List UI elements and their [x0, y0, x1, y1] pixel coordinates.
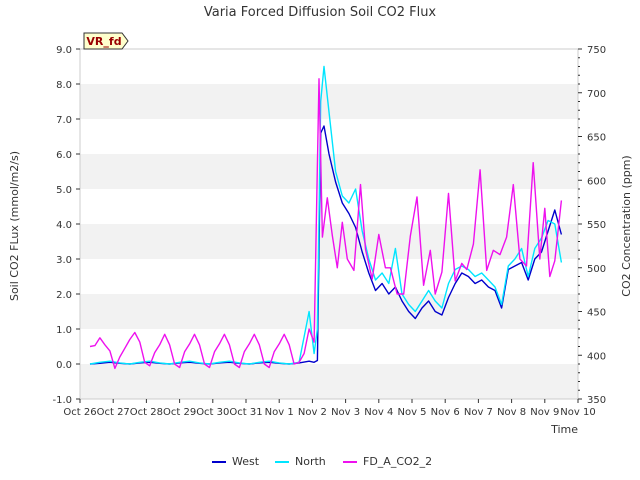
x-tick-label: Oct 28	[130, 407, 163, 418]
badge-label: VR_fd	[86, 35, 121, 48]
grid-band	[80, 49, 578, 84]
chart-title: Varia Forced Diffusion Soil CO2 Flux	[204, 5, 437, 20]
x-axis-ticks: Oct 26 Oct 27 Oct 28 Oct 29 Oct 30 Oct 31 Nov …	[63, 399, 596, 418]
y-tick-label: 6.0	[56, 150, 72, 161]
legend-label: FD_A_CO2_2	[363, 455, 432, 468]
x-tick-label: Nov 10	[560, 407, 595, 418]
y2-tick-label: 550	[587, 220, 606, 231]
x-tick-label: Nov 2	[298, 407, 327, 418]
series-line-west	[89, 125, 563, 365]
grid-bands	[80, 49, 578, 399]
y-tick-label: 7.0	[56, 115, 72, 126]
y-tick-label: 9.0	[56, 45, 72, 56]
y2-tick-label: 400	[587, 351, 606, 362]
y-tick-label: 0.0	[56, 360, 72, 371]
legend-label: North	[295, 455, 326, 468]
y2-tick-label: 450	[587, 308, 606, 319]
y2-axis-ticks: 350 400 450 500 550 600 650 700 750	[578, 45, 606, 406]
y2-tick-label: 650	[587, 133, 606, 144]
x-tick-label: Nov 4	[364, 407, 393, 418]
series-line-north	[89, 65, 563, 365]
badge: VR_fd	[83, 32, 129, 50]
x-tick-label: Oct 27	[97, 407, 130, 418]
y-axis-label: Soil CO2 FLux (mmol/m2/s)	[8, 151, 21, 301]
legend-label: West	[232, 455, 260, 468]
x-tick-label: Nov 3	[331, 407, 360, 418]
y-tick-label: 1.0	[56, 325, 72, 336]
y-tick-label: -1.0	[52, 395, 72, 406]
y2-tick-label: 700	[587, 89, 606, 100]
y2-tick-label: 600	[587, 176, 606, 187]
x-axis-label: Time	[550, 423, 578, 436]
x-tick-label: Oct 29	[163, 407, 196, 418]
x-tick-label: Nov 5	[397, 407, 426, 418]
x-tick-label: Nov 9	[530, 407, 559, 418]
legend: West North FD_A_CO2_2	[212, 455, 432, 468]
x-tick-label: Nov 8	[497, 407, 526, 418]
grid-band	[80, 119, 578, 154]
x-tick-label: Oct 30	[196, 407, 229, 418]
x-tick-label: Nov 1	[265, 407, 294, 418]
grid-band	[80, 294, 578, 329]
grid-band	[80, 154, 578, 189]
y2-tick-label: 750	[587, 45, 606, 56]
series-lines	[89, 65, 563, 370]
x-tick-label: Nov 6	[431, 407, 460, 418]
grid-band	[80, 329, 578, 364]
x-tick-label: Nov 7	[464, 407, 493, 418]
x-tick-label: Oct 31	[229, 407, 262, 418]
grid-band	[80, 224, 578, 259]
y-tick-label: 3.0	[56, 255, 72, 266]
grid-band	[80, 259, 578, 294]
y2-tick-label: 350	[587, 395, 606, 406]
y2-tick-label: 500	[587, 264, 606, 275]
series-line-fd-a-co2-2	[89, 78, 563, 370]
y2-axis-label: CO2 Concentration (ppm)	[620, 155, 633, 296]
y-tick-label: 2.0	[56, 290, 72, 301]
y-tick-label: 8.0	[56, 80, 72, 91]
badge-box	[83, 32, 129, 50]
y-tick-label: 4.0	[56, 220, 72, 231]
grid-band	[80, 364, 578, 399]
y-axis-ticks: -1.0 0.0 1.0 2.0 3.0 4.0 5.0 6.0 7.0 8.0 9.0	[52, 45, 80, 406]
x-tick-label: Oct 26	[63, 407, 96, 418]
y-tick-label: 5.0	[56, 185, 72, 196]
